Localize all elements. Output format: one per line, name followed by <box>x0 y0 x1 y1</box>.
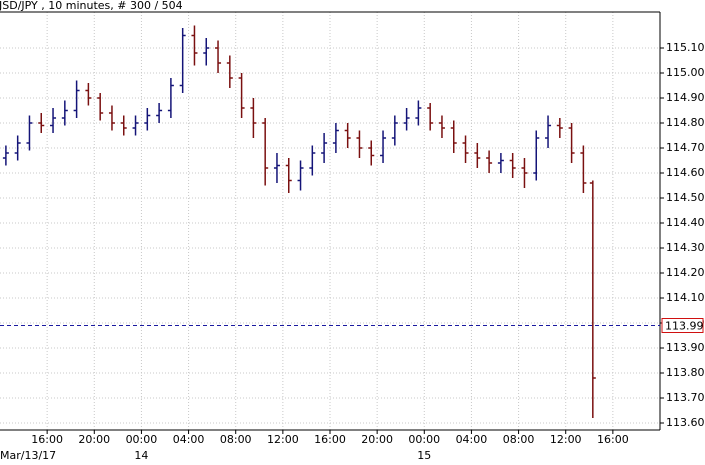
y-tick-label: 114.30 <box>666 241 705 254</box>
y-tick-label: 114.20 <box>666 266 705 279</box>
y-tick-label: 113.80 <box>666 366 705 379</box>
x-tick-label: 12:00 <box>550 433 582 446</box>
date-label: 14 <box>134 449 148 462</box>
y-tick-label: 113.70 <box>666 391 705 404</box>
y-tick-label: 114.70 <box>666 141 705 154</box>
date-label: Mar/13/17 <box>0 449 56 462</box>
y-tick-label: 114.90 <box>666 91 705 104</box>
y-tick-label: 114.50 <box>666 191 705 204</box>
current-price-label: 113.99 <box>665 320 704 333</box>
grid <box>0 12 660 430</box>
y-tick-label: 113.60 <box>666 416 705 429</box>
x-tick-label: 08:00 <box>503 433 535 446</box>
x-tick-label: 12:00 <box>267 433 299 446</box>
y-tick-label: 114.80 <box>666 116 705 129</box>
x-tick-label: 16:00 <box>314 433 346 446</box>
x-tick-label: 20:00 <box>78 433 110 446</box>
date-label: 15 <box>417 449 431 462</box>
x-tick-label: 00:00 <box>126 433 158 446</box>
y-tick-label: 114.40 <box>666 216 705 229</box>
y-tick-label: 113.90 <box>666 341 705 354</box>
y-tick-label: 114.60 <box>666 166 705 179</box>
bars <box>2 25 596 418</box>
current-price-box <box>661 318 704 333</box>
chart-title: JSD/JPY , 10 minutes, # 300 / 504 <box>0 0 183 12</box>
x-tick-label: 16:00 <box>31 433 63 446</box>
x-tick-label: 08:00 <box>220 433 252 446</box>
x-tick-label: 04:00 <box>173 433 205 446</box>
x-tick-label: 20:00 <box>361 433 393 446</box>
x-tick-label: 16:00 <box>597 433 629 446</box>
x-tick-label: 00:00 <box>408 433 440 446</box>
y-tick-label: 114.10 <box>666 291 705 304</box>
x-tick-label: 04:00 <box>456 433 488 446</box>
y-tick-label: 115.00 <box>666 66 705 79</box>
y-tick-label: 115.10 <box>666 41 705 54</box>
